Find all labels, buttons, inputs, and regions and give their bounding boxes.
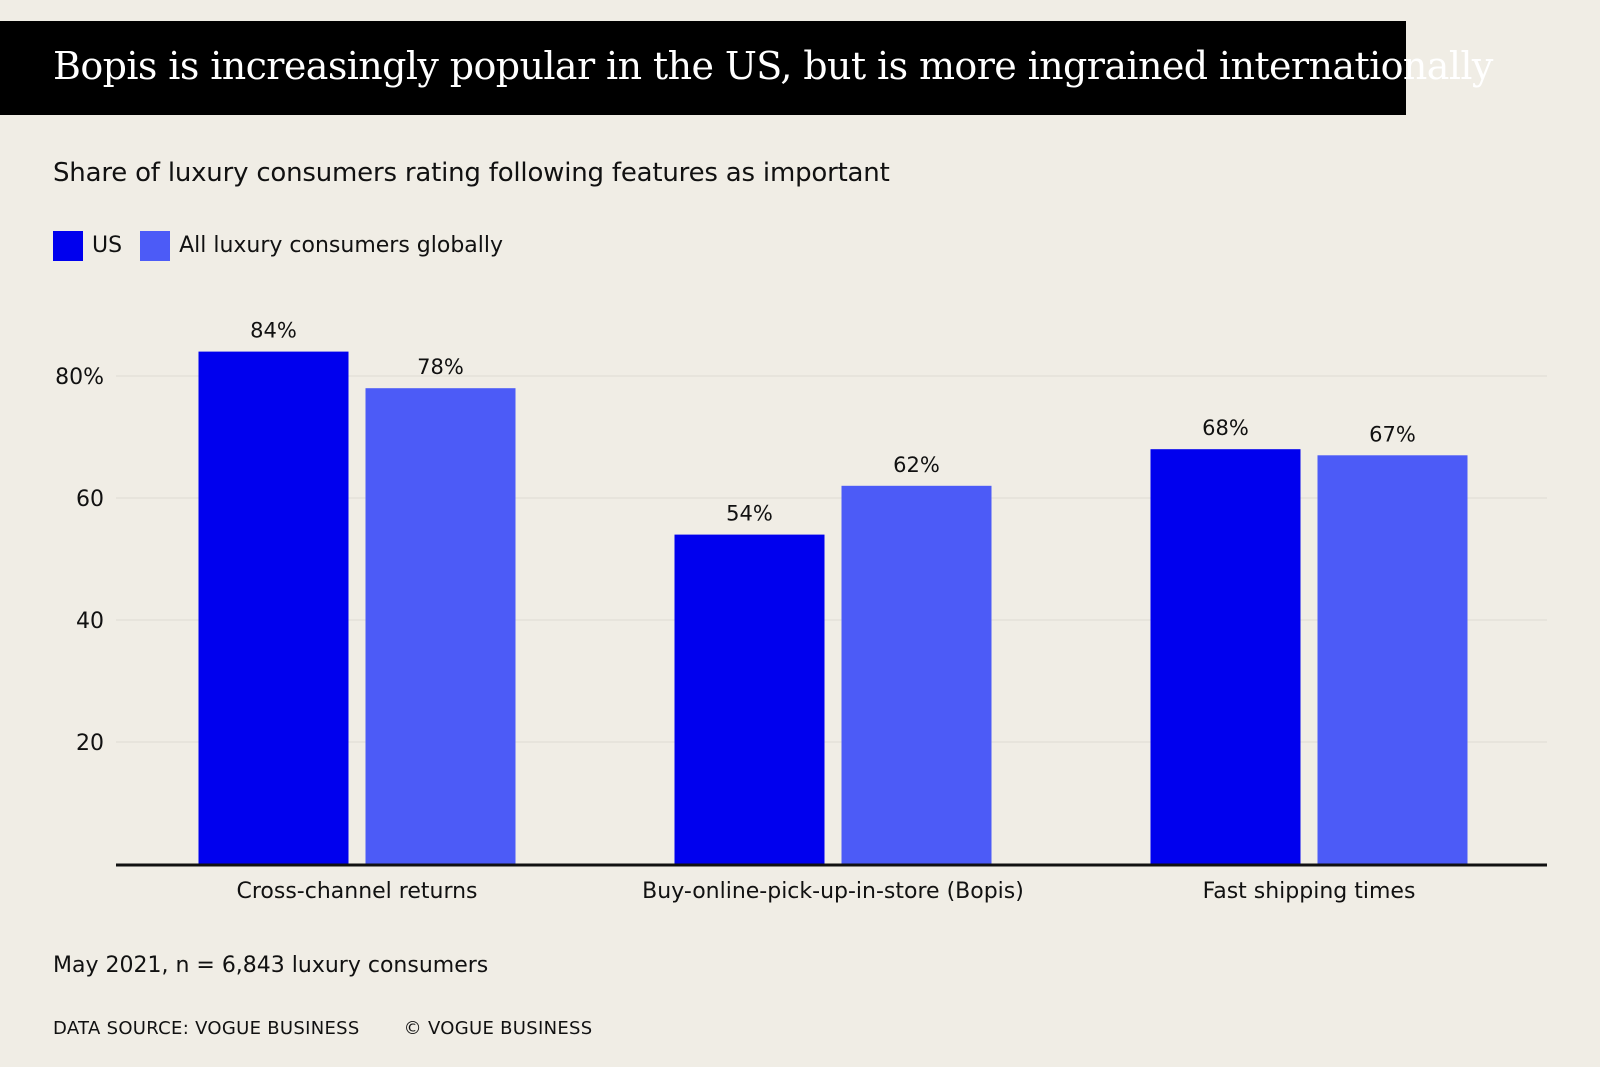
legend-label-global: All luxury consumers globally (179, 233, 504, 258)
data-label: 84% (250, 319, 297, 343)
bar-us (674, 534, 825, 864)
y-tick-label: 40 (76, 609, 104, 634)
y-tick-label: 80% (55, 365, 104, 390)
legend-swatch-us (53, 230, 83, 261)
chart-subtitle: Share of luxury consumers rating followi… (53, 158, 890, 188)
x-category-label: Fast shipping times (1203, 879, 1416, 904)
y-tick-label: 20 (76, 731, 104, 756)
chart-title: Bopis is increasingly popular in the US,… (53, 44, 1493, 88)
data-label: 78% (417, 355, 464, 379)
copyright: © VOGUE BUSINESS (403, 1018, 593, 1039)
legend-item-us: US (53, 230, 123, 261)
bar-global (365, 388, 516, 864)
legend-item-global: All luxury consumers globally (140, 230, 504, 261)
data-label: 54% (726, 502, 773, 526)
sample-note: May 2021, n = 6,843 luxury consumers (53, 953, 489, 978)
x-category-label: Cross-channel returns (236, 879, 477, 904)
bar-global (1317, 455, 1468, 864)
y-tick-label: 60 (76, 487, 104, 512)
legend-swatch-global (140, 230, 171, 261)
bar-us (1150, 449, 1301, 864)
data-label: 68% (1202, 416, 1249, 440)
data-label: 62% (893, 453, 940, 477)
bar-us (198, 351, 349, 865)
footer: DATA SOURCE: VOGUE BUSINESS © VOGUE BUSI… (53, 1018, 593, 1039)
legend-label-us: US (92, 233, 123, 258)
bar-global (841, 485, 992, 864)
data-label: 67% (1369, 422, 1416, 446)
legend: US All luxury consumers globally (53, 230, 521, 261)
data-source: DATA SOURCE: VOGUE BUSINESS (53, 1018, 360, 1039)
x-category-label: Buy-online-pick-up-in-store (Bopis) (642, 879, 1024, 904)
title-banner: Bopis is increasingly popular in the US,… (0, 21, 1493, 115)
